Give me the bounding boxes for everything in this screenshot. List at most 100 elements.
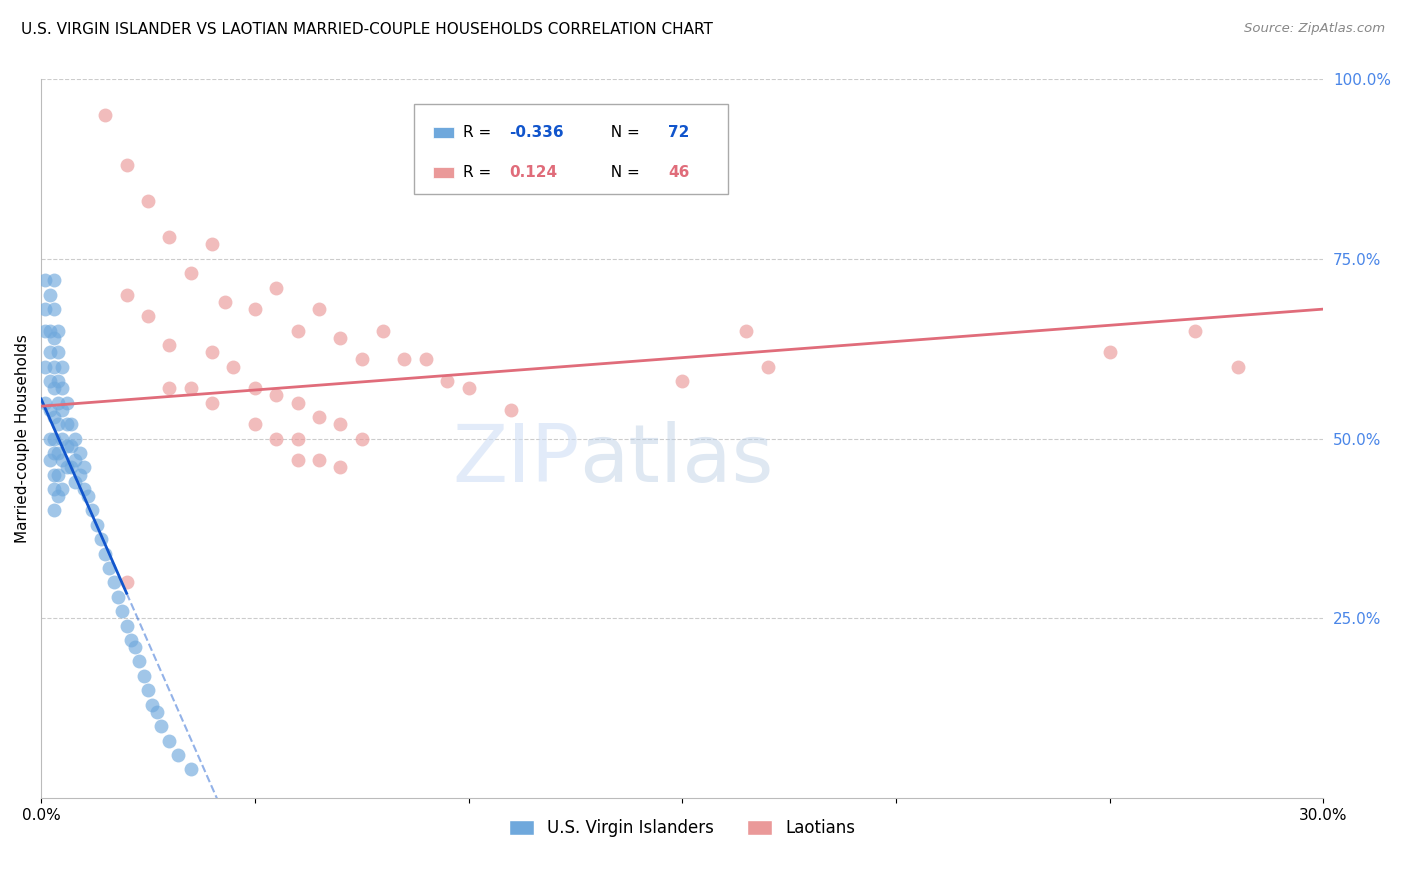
Legend: U.S. Virgin Islanders, Laotians: U.S. Virgin Islanders, Laotians	[502, 813, 862, 844]
Point	[65, 453, 87, 467]
Point	[180, 381, 202, 395]
Point	[394, 352, 416, 367]
Point	[136, 683, 159, 698]
Point	[243, 417, 266, 432]
Point	[1226, 359, 1249, 374]
Point	[111, 604, 134, 618]
Point	[38, 287, 60, 301]
FancyBboxPatch shape	[433, 127, 454, 138]
Point	[329, 417, 352, 432]
Point	[77, 489, 100, 503]
Point	[671, 374, 693, 388]
Point	[42, 381, 65, 395]
Point	[501, 402, 523, 417]
Point	[115, 158, 138, 172]
Text: -0.336: -0.336	[509, 125, 564, 140]
Point	[42, 409, 65, 424]
Point	[51, 432, 73, 446]
Point	[308, 453, 330, 467]
Point	[214, 294, 236, 309]
Point	[42, 446, 65, 460]
Point	[38, 345, 60, 359]
Point	[145, 705, 167, 719]
Point	[69, 467, 91, 482]
Text: Source: ZipAtlas.com: Source: ZipAtlas.com	[1244, 22, 1385, 36]
Text: atlas: atlas	[579, 421, 773, 500]
Point	[350, 352, 373, 367]
FancyBboxPatch shape	[433, 167, 454, 178]
Point	[42, 432, 65, 446]
Point	[60, 439, 83, 453]
Point	[157, 733, 180, 747]
Point	[42, 482, 65, 496]
Text: N =: N =	[602, 165, 645, 180]
Point	[42, 331, 65, 345]
Point	[167, 747, 190, 762]
Point	[46, 374, 69, 388]
Point	[82, 503, 104, 517]
Point	[34, 273, 56, 287]
Point	[107, 590, 129, 604]
Point	[46, 489, 69, 503]
Point	[90, 533, 112, 547]
Point	[243, 302, 266, 317]
Point	[201, 237, 224, 252]
Point	[201, 345, 224, 359]
Point	[264, 432, 287, 446]
Point	[128, 655, 150, 669]
Point	[1184, 324, 1206, 338]
Point	[98, 561, 121, 575]
Point	[735, 324, 758, 338]
Point	[115, 618, 138, 632]
Point	[149, 719, 172, 733]
Point	[51, 381, 73, 395]
Point	[55, 460, 77, 475]
Point	[157, 230, 180, 244]
Point	[264, 388, 287, 402]
Point	[55, 439, 77, 453]
Point	[38, 432, 60, 446]
Point	[415, 352, 437, 367]
Point	[287, 395, 309, 409]
Point	[38, 324, 60, 338]
Point	[55, 395, 77, 409]
Point	[34, 324, 56, 338]
Point	[60, 460, 83, 475]
Point	[157, 338, 180, 352]
Text: R =: R =	[463, 165, 501, 180]
Point	[115, 287, 138, 301]
Point	[120, 632, 142, 647]
Text: N =: N =	[602, 125, 645, 140]
Point	[264, 280, 287, 294]
Point	[73, 460, 96, 475]
Point	[42, 273, 65, 287]
Point	[55, 417, 77, 432]
Point	[51, 453, 73, 467]
Point	[141, 698, 163, 712]
Text: 72: 72	[668, 125, 689, 140]
Point	[94, 547, 117, 561]
Point	[42, 503, 65, 517]
Point	[180, 266, 202, 280]
Text: U.S. VIRGIN ISLANDER VS LAOTIAN MARRIED-COUPLE HOUSEHOLDS CORRELATION CHART: U.S. VIRGIN ISLANDER VS LAOTIAN MARRIED-…	[21, 22, 713, 37]
Point	[287, 324, 309, 338]
Point	[69, 446, 91, 460]
Point	[136, 310, 159, 324]
Point	[42, 359, 65, 374]
Point	[329, 331, 352, 345]
Point	[308, 409, 330, 424]
Point	[371, 324, 394, 338]
Point	[46, 345, 69, 359]
Point	[34, 395, 56, 409]
Point	[457, 381, 479, 395]
Point	[115, 575, 138, 590]
Point	[136, 194, 159, 209]
Point	[60, 417, 83, 432]
Point	[46, 417, 69, 432]
Text: 0.124: 0.124	[509, 165, 557, 180]
Point	[756, 359, 779, 374]
Point	[38, 453, 60, 467]
Point	[86, 517, 108, 532]
Point	[51, 482, 73, 496]
Point	[201, 395, 224, 409]
